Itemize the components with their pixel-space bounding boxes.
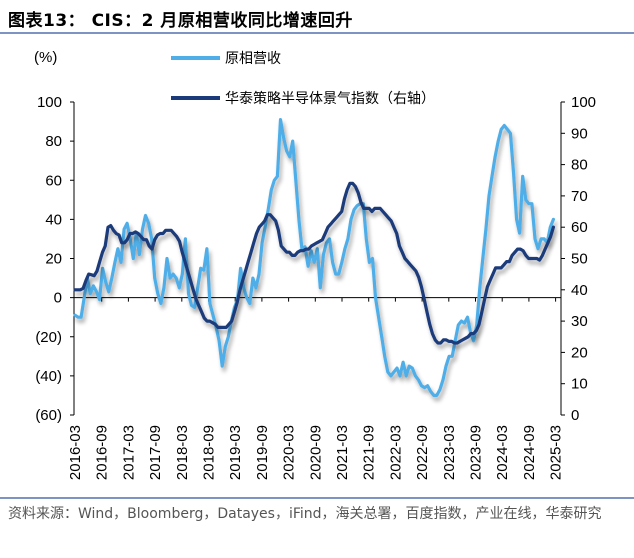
right-tick-label: 20 [571, 344, 588, 361]
right-tick-label: 90 [571, 125, 588, 142]
x-tick-label: 2018-09 [201, 425, 218, 480]
left-tick-label: 40 [45, 211, 62, 228]
x-tick-label: 2019-03 [227, 425, 244, 480]
left-tick-label: (20) [35, 329, 62, 346]
left-tick-label: 100 [37, 94, 62, 111]
x-tick-label: 2024-03 [494, 425, 511, 480]
x-tick-label: 2019-09 [254, 425, 271, 480]
right-tick-label: 30 [571, 313, 588, 330]
right-tick-label: 50 [571, 251, 588, 268]
left-tick-label: 60 [45, 172, 62, 189]
series-group [73, 117, 556, 397]
right-tick-label: 40 [571, 282, 588, 299]
legend-label-series2: 华泰策略半导体景气指数（右轴） [225, 90, 435, 107]
y-axis-unit-label: (%) [34, 49, 57, 66]
title-divider [0, 32, 634, 34]
right-tick-label: 60 [571, 219, 588, 236]
right-tick-label: 0 [571, 407, 579, 424]
right-tick-label: 80 [571, 157, 588, 174]
x-tick-label: 2020-09 [307, 425, 324, 480]
left-tick-label: (60) [35, 407, 62, 424]
legend-label-series1: 原相营收 [225, 51, 281, 67]
x-tick-label: 2023-03 [441, 425, 458, 480]
left-tick-label: 80 [45, 133, 62, 150]
x-tick-label: 2017-09 [147, 425, 164, 480]
left-tick-label: (40) [35, 368, 62, 385]
x-tick-label: 2021-09 [361, 425, 378, 480]
source-note: 资料来源：Wind，Bloomberg，Datayes，iFind，海关总署，百… [8, 506, 602, 522]
left-axis-ticks: 100 80 60 40 20 0 (20) (40) (60) [35, 94, 74, 424]
series-line-yuanxiang-revenue [73, 117, 556, 397]
x-tick-label: 2022-09 [414, 425, 431, 480]
x-tick-label: 2021-03 [334, 425, 351, 480]
source-divider [0, 497, 634, 499]
right-tick-label: 70 [571, 188, 588, 205]
left-tick-label: 20 [45, 251, 62, 268]
x-tick-label: 2020-03 [281, 425, 298, 480]
x-axis-ticks: 2016-03 2016-09 2017-03 2017-09 2018-03 2018-… [67, 297, 565, 480]
x-tick-label: 2022-03 [387, 425, 404, 480]
legend: 原相营收 华泰策略半导体景气指数（右轴） [171, 51, 435, 107]
right-tick-label: 10 [571, 376, 588, 393]
x-tick-label: 2025-03 [548, 425, 565, 480]
x-tick-label: 2023-09 [468, 425, 485, 480]
figure-title: 图表13： CIS：2 月原相营收同比增速回升 [8, 11, 353, 31]
right-tick-label: 100 [571, 94, 596, 111]
x-tick-label: 2016-09 [94, 425, 111, 480]
x-tick-label: 2018-03 [174, 425, 191, 480]
x-tick-label: 2017-03 [120, 425, 137, 480]
x-tick-label: 2016-03 [67, 425, 84, 480]
x-tick-label: 2024-09 [521, 425, 538, 480]
left-tick-label: 0 [54, 290, 62, 307]
chart: (%) 原相营收 华泰策略半导体景气指数（右轴） 100806040200(20… [34, 49, 596, 480]
series-line-semiconductor-index [73, 181, 556, 345]
